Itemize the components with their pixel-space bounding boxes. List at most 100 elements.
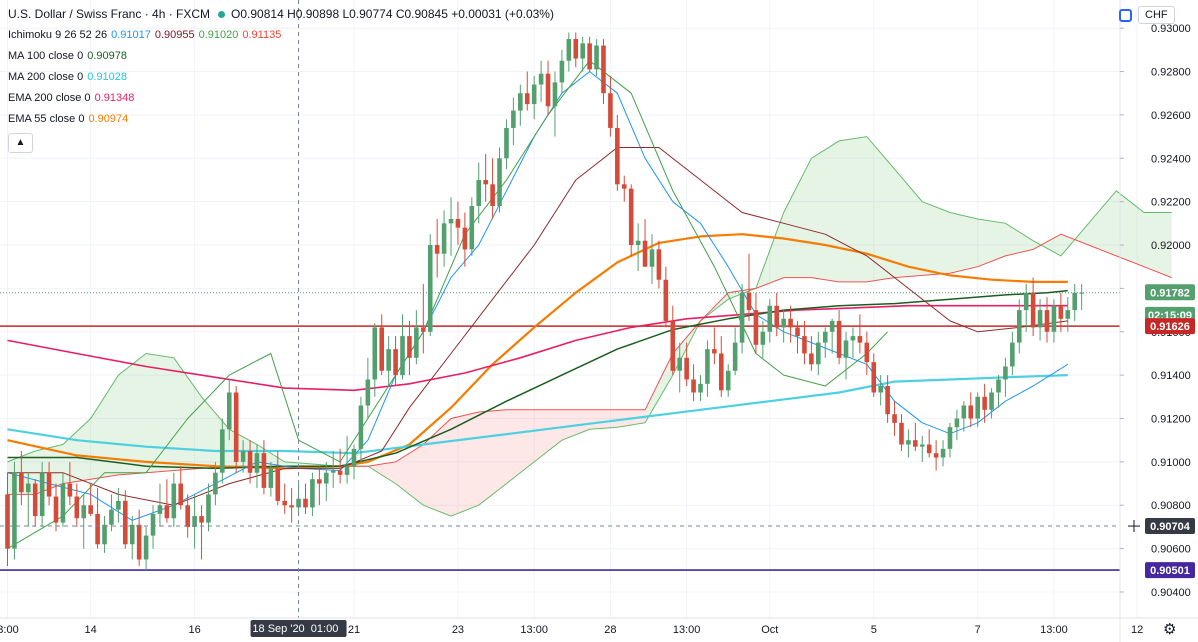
candle — [822, 327, 828, 358]
candle-body — [836, 320, 842, 358]
indicator-row[interactable]: EMA 55 close 0 0.90974 — [8, 109, 554, 130]
price-tick-label: 0.93000 — [1151, 23, 1191, 35]
candle-body — [732, 342, 738, 371]
candle — [559, 49, 565, 94]
candle — [698, 375, 703, 402]
candle — [192, 494, 197, 549]
candle-body — [310, 479, 315, 508]
candle-body — [621, 184, 627, 189]
collapse-legend-button[interactable]: ▲ — [8, 133, 33, 153]
price-label-box — [1145, 518, 1195, 535]
candle-body — [95, 513, 100, 545]
candle — [954, 409, 960, 441]
candle — [1010, 331, 1015, 376]
candle — [760, 320, 766, 358]
indicator-lines — [7, 60, 1069, 550]
crosshair — [0, 0, 1140, 618]
candle — [1079, 284, 1084, 311]
candle — [649, 234, 655, 285]
candle-body — [32, 483, 38, 517]
candle-body — [109, 509, 114, 525]
candle-body — [53, 496, 59, 523]
candle-body — [129, 524, 135, 545]
candle — [982, 383, 987, 423]
candle — [705, 340, 710, 397]
candle — [989, 388, 994, 419]
candle — [213, 461, 218, 506]
chevron-up-icon: ▲ — [15, 137, 26, 148]
candle-body — [448, 219, 454, 224]
candle — [46, 461, 52, 506]
candle-body — [1023, 292, 1029, 311]
indicator-row[interactable]: EMA 200 close 0 0.91348 — [8, 88, 554, 109]
candle — [642, 219, 648, 267]
candle — [490, 158, 495, 220]
indicator-line — [7, 304, 1068, 392]
indicator-row[interactable]: MA 200 close 0 0.91028 — [8, 67, 554, 88]
candle — [102, 516, 107, 553]
indicator-row[interactable]: Ichimoku 9 26 52 26 0.91017 0.90955 0.91020… — [8, 25, 554, 46]
candle-body — [628, 188, 634, 246]
candle-body — [705, 349, 710, 384]
ohlc-values: O0.90814 H0.90898 L0.90774 C0.90845 +0.0… — [231, 7, 554, 21]
candle — [691, 364, 696, 402]
gear-icon[interactable]: ⚙ — [1163, 621, 1177, 638]
candle-body — [940, 448, 946, 458]
candle — [358, 396, 364, 462]
candle-body — [323, 472, 329, 484]
candle — [926, 429, 932, 458]
candle — [781, 310, 786, 343]
time-tick-label: 13:00 — [673, 624, 701, 636]
candle-body — [504, 127, 509, 159]
candle — [608, 75, 613, 137]
candle — [483, 153, 488, 202]
candle-body — [615, 127, 620, 185]
candle-body — [185, 505, 190, 527]
candle — [961, 401, 967, 432]
candle — [1065, 297, 1071, 332]
candle — [947, 422, 953, 458]
time-axis[interactable]: 3:00 14 16 21 23 13:00 28 13:00 Oct 5 7 13:00 12 18 S… — [0, 617, 1198, 637]
candle-body — [670, 320, 676, 371]
candle — [864, 331, 870, 376]
candle-body — [899, 422, 904, 445]
candle-body — [968, 405, 974, 419]
candle — [60, 472, 66, 527]
time-tick-label: 7 — [975, 624, 981, 636]
candle — [414, 310, 419, 365]
candle — [448, 197, 454, 256]
candle — [337, 448, 343, 484]
auto-scale-toggle-icon[interactable] — [1119, 8, 1132, 22]
indicator-row[interactable]: MA 100 close 0 0.90978 — [8, 46, 554, 67]
candle-body — [414, 327, 419, 358]
price-label-box — [1145, 284, 1195, 301]
currency-label[interactable]: CHF — [1138, 6, 1175, 24]
time-tick-label: 12 — [1131, 624, 1143, 636]
candle-body — [469, 206, 475, 250]
candle-body — [802, 336, 807, 354]
candle — [1003, 357, 1008, 397]
candle — [171, 472, 177, 527]
candle-body — [982, 396, 987, 410]
candle-body — [1079, 292, 1084, 294]
candle-body — [275, 468, 281, 501]
candle-body — [5, 494, 10, 549]
candle-body — [441, 223, 447, 254]
indicator-line — [7, 147, 1068, 506]
candle — [850, 327, 856, 358]
candle-body — [594, 45, 599, 70]
time-tick-label: 5 — [871, 624, 877, 636]
candle — [95, 487, 100, 549]
candle-body — [136, 524, 142, 560]
candle-body — [691, 379, 696, 393]
currency-selector[interactable]: CHF — [1119, 6, 1189, 24]
candle — [462, 212, 468, 267]
price-axis[interactable]: 0.93000 0.92800 0.92600 0.92400 0.92200 0.920… — [1119, 0, 1195, 642]
candle — [545, 60, 551, 115]
candle — [143, 526, 149, 571]
candle-body — [524, 93, 530, 105]
candle-body — [518, 93, 523, 111]
candle — [123, 490, 128, 549]
candle — [1072, 284, 1078, 321]
